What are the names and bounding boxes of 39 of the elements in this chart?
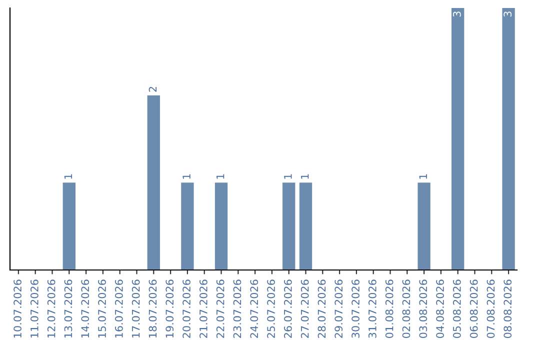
data-label: 3: [452, 12, 461, 17]
x-tick-label: 27.07.2026: [300, 280, 309, 338]
x-tick-label: 12.07.2026: [47, 280, 56, 338]
x-tick-label: 23.07.2026: [233, 280, 242, 338]
x-tick-label: 08.08.2026: [504, 280, 512, 338]
x-tick-label: 18.07.2026: [148, 280, 157, 338]
x-tick-label: 15.07.2026: [98, 280, 106, 338]
x-tick-label: 06.08.2026: [470, 280, 478, 338]
x-tick-label: 22.07.2026: [216, 280, 224, 338]
data-label: 1: [182, 174, 190, 179]
x-tick-label: 29.07.2026: [334, 280, 343, 338]
data-label: 1: [419, 174, 427, 179]
x-tick-label: 21.07.2026: [199, 280, 208, 338]
x-tick-label: 07.08.2026: [486, 280, 495, 338]
x-tick-label: 14.07.2026: [81, 280, 90, 338]
x-tick-label: 16.07.2026: [114, 280, 123, 338]
x-tick-label: 20.07.2026: [182, 280, 190, 338]
x-tick-label: 30.07.2026: [352, 280, 360, 338]
data-label: 1: [284, 174, 292, 179]
x-tick-label: 28.07.2026: [318, 280, 326, 338]
x-tick-label: 04.08.2026: [436, 280, 444, 338]
x-tick-label: 02.08.2026: [402, 280, 410, 338]
x-tick-label: 24.07.2026: [250, 280, 258, 338]
x-tick-label: 10.07.2026: [14, 280, 22, 338]
x-tick-label: 01.08.2026: [385, 280, 394, 338]
x-tick-label: 25.07.2026: [267, 280, 275, 338]
x-tick-label: 13.07.2026: [64, 280, 72, 338]
x-tick-label: 17.07.2026: [132, 280, 140, 338]
data-label: 1: [216, 174, 224, 179]
data-label: 1: [64, 174, 72, 179]
x-tick-label: 31.07.2026: [368, 280, 376, 338]
data-label: 2: [148, 86, 157, 92]
data-label: 3: [504, 12, 512, 17]
x-tick-label: 26.07.2026: [284, 280, 292, 338]
x-tick-label: 19.07.2026: [166, 280, 174, 338]
x-tick-label: 11.07.2026: [30, 280, 38, 338]
x-tick-label: 03.08.2026: [419, 280, 428, 338]
data-label: 1: [301, 174, 309, 179]
x-tick-label: 05.08.2026: [452, 280, 461, 338]
